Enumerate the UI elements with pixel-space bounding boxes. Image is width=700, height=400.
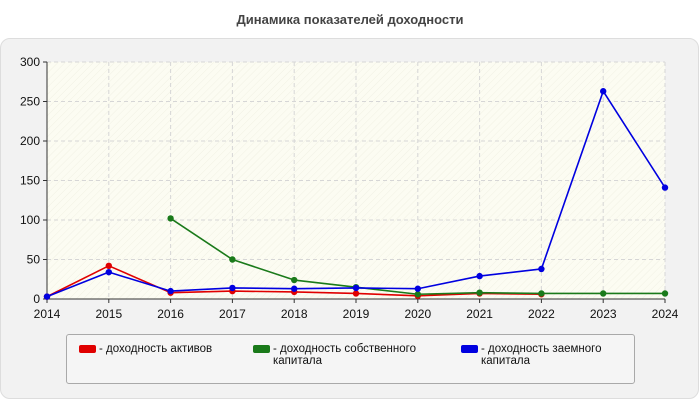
data-point-debt [352,284,360,292]
legend-swatch-debt [461,345,478,353]
data-point-equity [661,290,669,297]
series-group [43,88,669,300]
data-point-debt [661,184,669,191]
y-tick-label: 50 [27,253,41,267]
data-point-equity [476,289,483,296]
legend-label-debt: - доходность заемного капитала [481,343,602,367]
x-tick-label: 2024 [652,307,679,321]
data-point-debt [476,272,483,280]
x-tick-label: 2021 [466,307,493,321]
data-point-debt [43,293,51,300]
y-tick-label: 200 [20,134,40,148]
tick-labels: 0 50 100 150 200 250 300 2014 2015 2016 2017 2018 20… [20,55,679,321]
data-point-equity [167,215,174,222]
data-point-equity [538,290,545,297]
x-tick-label: 2018 [281,307,308,321]
legend-label-assets: - доходность активов [99,343,213,355]
y-tick-label: 150 [20,174,40,188]
data-point-equity [600,290,607,297]
data-point-debt [105,268,113,276]
y-tick-label: 100 [20,213,40,227]
x-tick-label: 2023 [590,307,617,321]
x-tick-label: 2019 [343,307,370,321]
x-tick-label: 2014 [34,307,61,321]
data-point-debt [167,287,174,295]
y-tick-label: 0 [33,292,40,306]
data-point-debt [229,284,236,292]
data-point-equity [229,256,236,263]
data-point-assets [105,262,113,270]
x-tick-label: 2015 [95,307,122,321]
data-point-debt [538,265,545,273]
legend-item-equity: - доходность собственного капитала [253,343,453,367]
y-tick-label: 300 [20,55,40,69]
data-point-debt [291,285,298,292]
data-point-equity [414,291,421,298]
x-tick-label: 2017 [219,307,246,321]
legend-item-debt: - доходность заемного капитала [461,343,631,367]
chart-title: Динамика показателей доходности [236,12,464,27]
x-tick-label: 2016 [157,307,184,321]
data-point-debt [414,285,421,292]
axes [43,61,666,303]
legend-label-equity: - доходность собственного капитала [273,343,416,367]
legend-item-assets: - доходность активов [79,343,249,355]
x-tick-label: 2022 [528,307,555,321]
data-point-equity [291,276,298,284]
legend-swatch-assets [79,345,96,353]
legend: - доходность активов - доходность собств… [66,334,635,384]
y-tick-label: 250 [20,95,40,109]
legend-swatch-equity [253,345,270,353]
data-point-debt [600,88,607,95]
data-point-assets [352,290,360,297]
x-tick-label: 2020 [404,307,431,321]
